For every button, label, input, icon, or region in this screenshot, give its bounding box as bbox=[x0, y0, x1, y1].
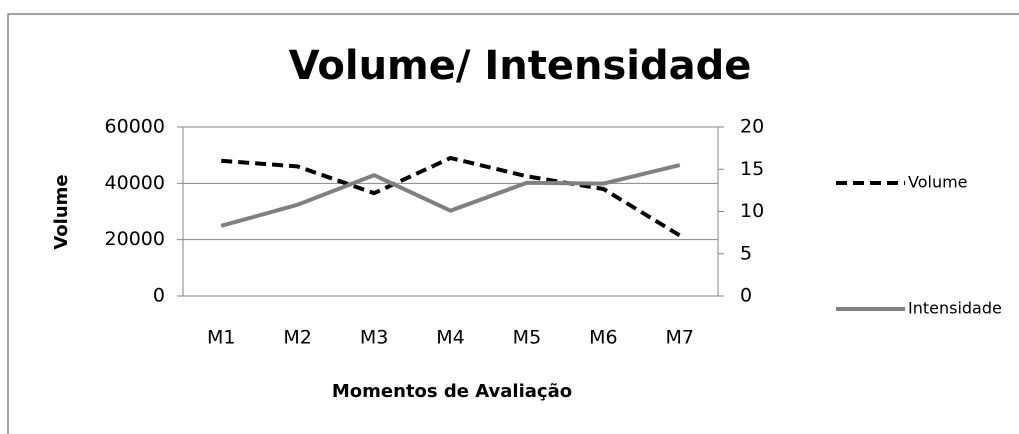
series-line bbox=[220, 163, 681, 228]
y-tick-label: 0 bbox=[153, 285, 165, 307]
y2-tick-label: 20 bbox=[740, 116, 764, 138]
x-tick-label: M4 bbox=[436, 327, 464, 349]
legend-label: Volume bbox=[908, 173, 968, 192]
x-tick-label: M7 bbox=[666, 327, 694, 349]
y2-tick-label: 10 bbox=[740, 200, 764, 222]
x-axis-title: Momentos de Avaliação bbox=[332, 381, 572, 402]
x-tick-label: M3 bbox=[360, 327, 388, 349]
x-tick-label: M2 bbox=[283, 327, 311, 349]
x-tick-label: M5 bbox=[513, 327, 541, 349]
x-tick-label: M6 bbox=[589, 327, 617, 349]
y-tick-label: 20000 bbox=[105, 228, 165, 250]
y-tick-label: 40000 bbox=[105, 172, 165, 194]
series-line bbox=[221, 155, 681, 238]
legend-label: Intensidade bbox=[908, 299, 1002, 318]
y2-tick-label: 15 bbox=[740, 158, 764, 180]
y2-tick-label: 5 bbox=[740, 242, 752, 264]
x-tick-label: M1 bbox=[207, 327, 235, 349]
chart-title: Volume/ Intensidade bbox=[289, 43, 752, 89]
y2-tick-label: 0 bbox=[740, 285, 752, 307]
y-axis-title: Volume bbox=[51, 174, 72, 249]
y-tick-label: 60000 bbox=[105, 116, 165, 138]
chart-frame bbox=[7, 13, 1019, 434]
